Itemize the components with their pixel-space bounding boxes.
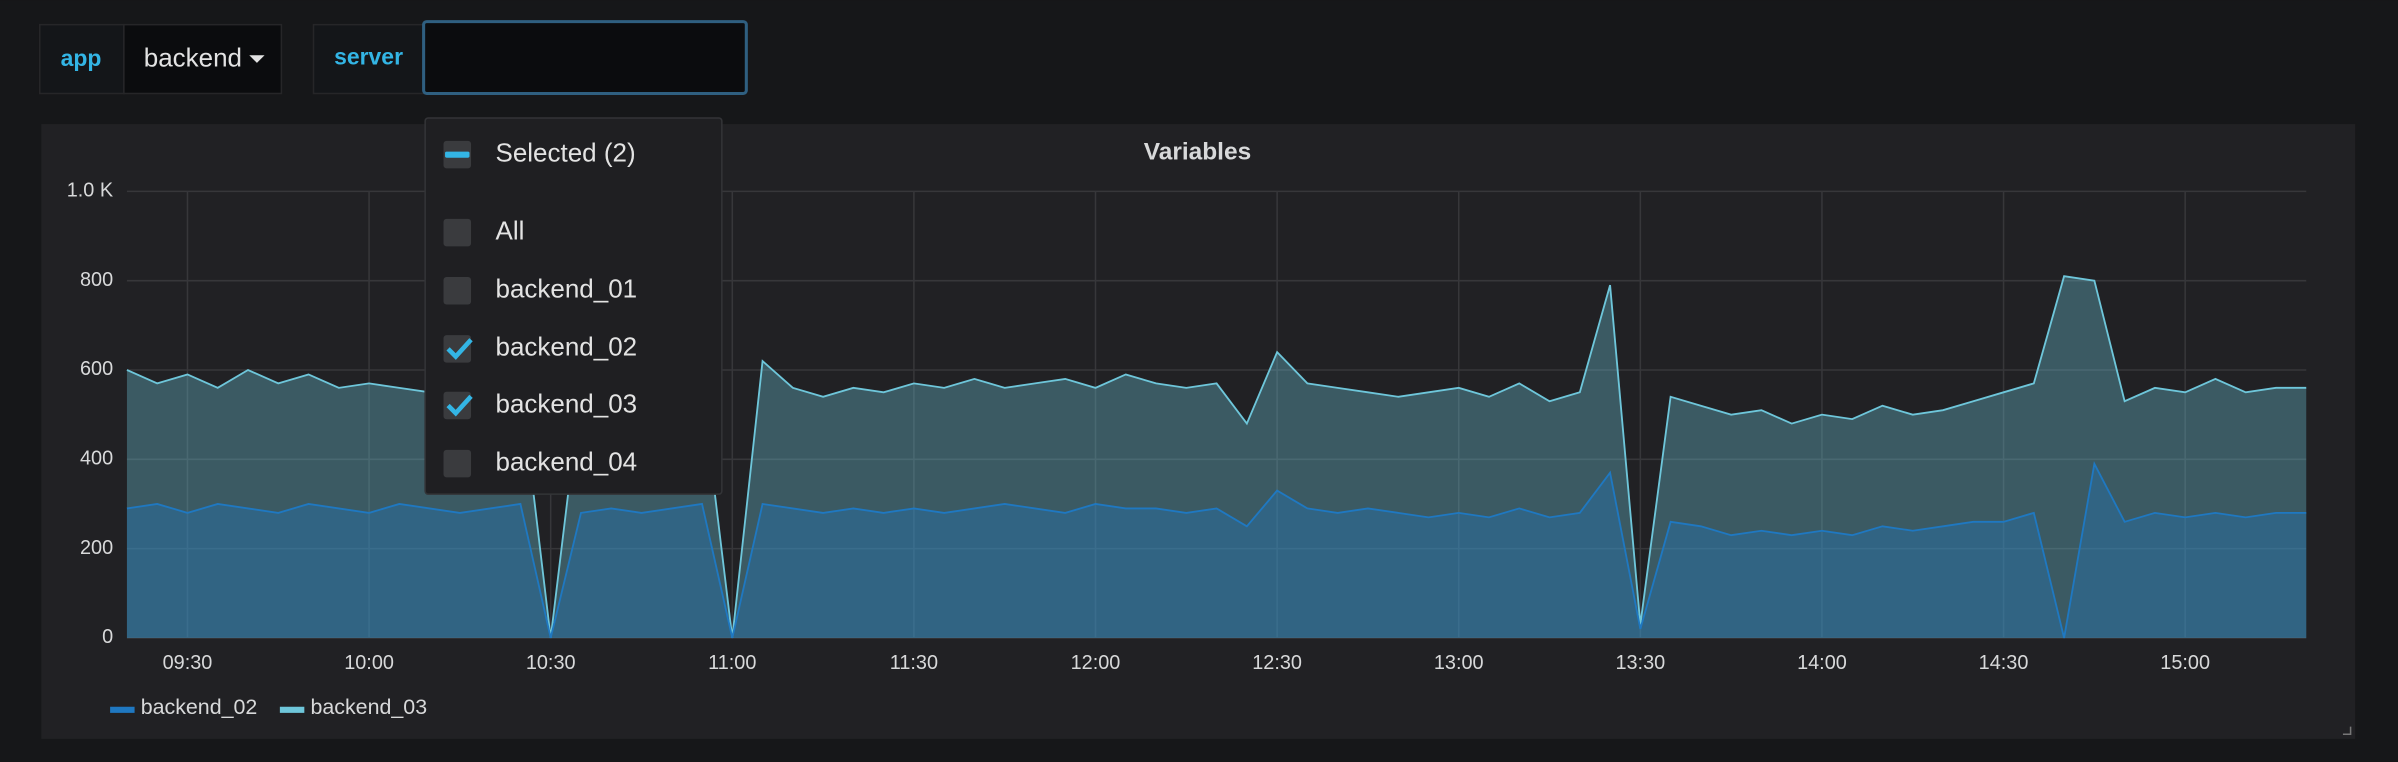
x-tick-label: 10:00 — [344, 652, 394, 674]
x-tick-label: 12:00 — [1071, 652, 1121, 674]
panel-title: Variables — [1144, 139, 1251, 166]
variable-label-box — [38, 23, 125, 95]
variable-input[interactable] — [422, 20, 748, 96]
variable-label: server — [334, 43, 403, 69]
y-tick-label: 0 — [102, 626, 113, 648]
y-tick-label: 600 — [80, 358, 113, 380]
x-tick-label: 11:00 — [708, 652, 756, 674]
checkbox[interactable] — [443, 391, 472, 420]
resize-handle[interactable] — [2342, 726, 2352, 736]
checkbox[interactable] — [443, 218, 472, 247]
dropdown-box — [424, 117, 723, 495]
series-line — [126, 460, 2307, 639]
dropdown-option[interactable]: All — [496, 216, 525, 246]
caret — [249, 55, 265, 63]
plot: 0 200 400 600 800 1.0 K 09:30 10:00 10:30 11:00 11… — [67, 180, 2307, 719]
y-tick-label: 200 — [80, 537, 113, 559]
legend-label[interactable]: backend_02 — [141, 695, 258, 719]
x-tick-label: 13:00 — [1434, 652, 1484, 674]
series-area — [126, 463, 2307, 638]
checkbox[interactable] — [443, 335, 472, 363]
x-tick-label: 14:00 — [1797, 652, 1847, 674]
y-tick-label: 400 — [80, 448, 113, 470]
dropdown-option[interactable]: backend_04 — [496, 446, 638, 476]
dropdown-option[interactable]: backend_03 — [496, 388, 638, 418]
series-area — [126, 276, 2307, 638]
dropdown-option[interactable]: backend_02 — [496, 332, 638, 362]
x-tick-label: 15:00 — [2160, 652, 2210, 674]
dropdown-menu: Selected (2) All backend_01 backend_02back… — [424, 117, 723, 495]
dropdown-header[interactable]: Selected (2) — [496, 138, 636, 168]
partial-check — [445, 151, 470, 158]
dropdown-option[interactable]: backend_01 — [496, 274, 638, 304]
checkbox[interactable] — [443, 449, 472, 478]
legend-label[interactable]: backend_03 — [310, 695, 427, 719]
variable-value[interactable]: backend — [144, 43, 242, 73]
checkmark — [446, 338, 473, 360]
x-tick-label: 13:30 — [1615, 652, 1665, 674]
x-tick-label: 09:30 — [163, 652, 213, 674]
x-tick-label: 14:30 — [1979, 652, 2029, 674]
checkmark — [446, 394, 473, 417]
y-tick-label: 800 — [80, 269, 113, 291]
x-tick-label: 11:30 — [890, 652, 938, 674]
x-tick-label: 10:30 — [526, 652, 576, 674]
y-tick-label: 1.0 K — [67, 180, 114, 202]
variable-label-box — [312, 23, 425, 95]
variable-label: app — [61, 45, 102, 71]
checkbox[interactable] — [443, 277, 472, 305]
x-tick-label: 12:30 — [1252, 652, 1302, 674]
